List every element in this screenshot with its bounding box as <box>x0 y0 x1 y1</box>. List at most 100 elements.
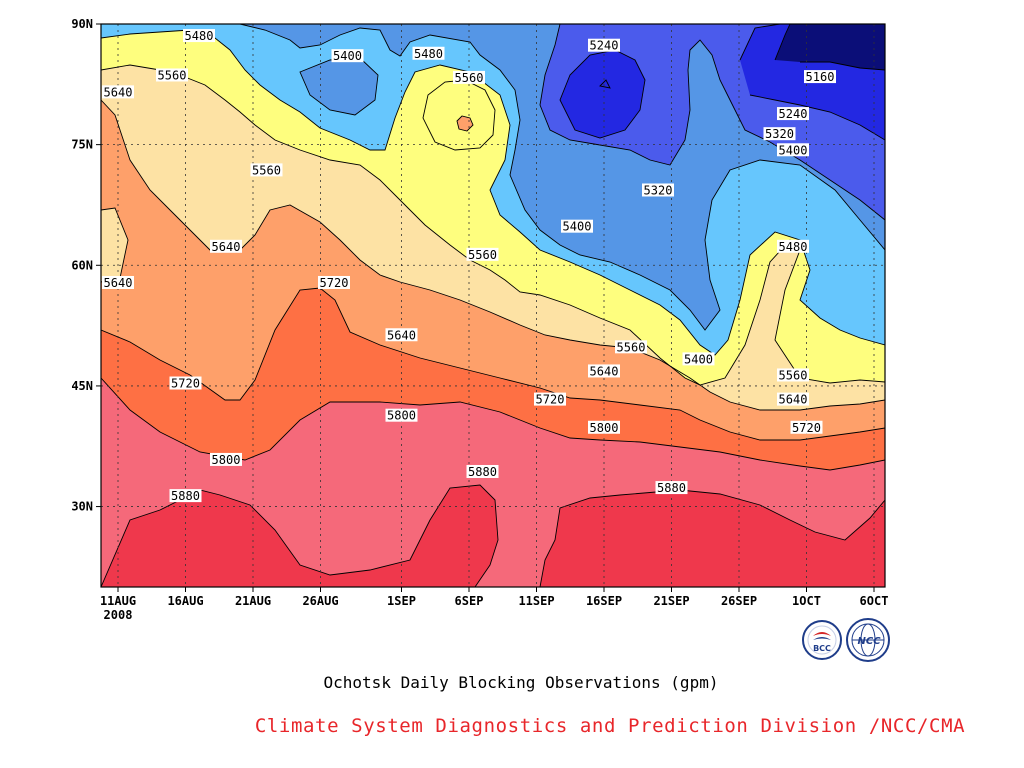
contour-label-bg <box>318 275 350 289</box>
contour-label-text: 5480 <box>185 29 214 43</box>
contour-label: 5240 <box>588 38 620 53</box>
contour-lines <box>101 24 885 587</box>
contour-label-text: 5480 <box>414 47 443 61</box>
ncc-logo-text: NCC <box>857 636 881 647</box>
contour-label: 5720 <box>790 420 823 435</box>
contour-label-bg <box>642 183 674 197</box>
contour-label-bg <box>156 68 188 82</box>
contour-label-text: 5400 <box>779 143 808 157</box>
contour-label: 5800 <box>588 420 620 435</box>
contour-label-bg <box>210 452 242 466</box>
contour-label: 5320 <box>763 127 796 141</box>
contour-label-text: 5640 <box>104 85 133 99</box>
x-tick-sublabel: 2008 <box>104 608 133 622</box>
contour-label-bg <box>561 219 593 233</box>
contour-label-bg <box>588 38 620 52</box>
band-below-5160 <box>775 24 885 70</box>
contour-label-bg <box>588 420 620 434</box>
y-tick-label: 75N <box>71 138 93 152</box>
y-tick-label: 30N <box>71 500 93 514</box>
contour-label-text: 5560 <box>158 68 187 82</box>
contour-label-bg <box>385 328 418 342</box>
contour-label: 5400 <box>331 49 364 63</box>
contour-label-text: 5400 <box>684 352 713 366</box>
contour-label-text: 5720 <box>792 421 821 435</box>
contour-label-text: 5560 <box>455 71 484 85</box>
contour-label-text: 5720 <box>536 393 565 407</box>
contour-label-text: 5880 <box>657 481 686 495</box>
x-tick-label: 21AUG <box>235 594 271 608</box>
contour-labels: 5480 5400 5480 5560 5240 5160 5560 5640 5240 5320… <box>102 29 836 503</box>
contour-label: 5560 <box>777 368 809 382</box>
bcc-logo-swirl-red <box>813 632 831 636</box>
contour-label: 5720 <box>169 376 202 391</box>
x-tick-label: 6OCT <box>860 594 889 608</box>
contour-label: 5720 <box>534 392 566 407</box>
contour-label-bg <box>777 107 809 121</box>
contour-label-bg <box>466 247 499 261</box>
y-tick-label: 60N <box>71 258 93 272</box>
contour-label-bg <box>777 368 809 382</box>
contour-label: 5480 <box>412 46 445 61</box>
contour-label: 5240 <box>777 107 809 121</box>
contour-label-bg <box>655 481 688 495</box>
contour-label: 5640 <box>102 85 134 99</box>
contour-label-text: 5640 <box>212 240 241 254</box>
contour-label: 5880 <box>169 489 202 503</box>
chart-caption: Ochotsk Daily Blocking Observations (gpm… <box>324 673 719 692</box>
contour-label-text: 5720 <box>320 276 349 290</box>
x-tick-label: 11SEP <box>518 594 554 608</box>
contour-label-text: 5640 <box>590 364 619 378</box>
contour-label: 5640 <box>102 275 134 290</box>
contour-label-text: 5320 <box>765 127 794 141</box>
contour-label-text: 5720 <box>171 377 200 391</box>
x-tick-label: 1OCT <box>792 594 821 608</box>
contour-label: 5720 <box>318 275 350 290</box>
contour-label-text: 5560 <box>779 368 808 382</box>
contour-label-text: 5400 <box>333 49 362 63</box>
contour-label-text: 5320 <box>644 183 673 197</box>
contour-label-text: 5160 <box>806 70 835 84</box>
contour-label-bg <box>453 70 485 84</box>
contour-label: 5560 <box>250 163 283 177</box>
contour-label-bg <box>588 364 620 378</box>
contour-label: 5800 <box>210 452 242 467</box>
contour-label-text: 5800 <box>590 421 619 435</box>
contour-label: 5160 <box>804 70 836 84</box>
contour-label-bg <box>412 46 445 60</box>
contour-label-text: 5880 <box>171 489 200 503</box>
contour-label: 5640 <box>777 392 809 407</box>
contour-label: 5880 <box>466 464 499 479</box>
contour-label: 5320 <box>642 183 674 197</box>
contour-label-bg <box>777 239 809 253</box>
contour-label-bg <box>682 352 715 366</box>
contour-label-bg <box>790 420 823 434</box>
bcc-logo-ring <box>802 620 842 660</box>
contour-label-text: 5640 <box>387 328 416 342</box>
contour-label: 5560 <box>466 247 499 262</box>
y-axis: 30N 45N 60N 75N 90N <box>71 17 101 514</box>
contour-label-bg <box>804 70 836 84</box>
contour-label: 5800 <box>385 408 418 423</box>
contour-label: 5640 <box>588 364 620 378</box>
x-tick-label: 11AUG <box>100 594 136 608</box>
contour-label-text: 5560 <box>468 248 497 262</box>
contour-label-bg <box>210 239 242 253</box>
contour-label-text: 5640 <box>779 393 808 407</box>
contour-label: 5560 <box>156 68 188 82</box>
contour-label-text: 5640 <box>104 276 133 290</box>
contour-label: 5640 <box>385 328 418 342</box>
bcc-logo-swirl-blue <box>813 637 831 640</box>
contour-label-text: 5560 <box>252 163 281 177</box>
ncc-logo: NCC <box>846 618 890 662</box>
contour-label-text: 5480 <box>779 240 808 254</box>
contour-label: 5560 <box>615 340 647 354</box>
x-tick-label: 16SEP <box>586 594 622 608</box>
contour-label: 5400 <box>777 143 809 157</box>
contour-label-text: 5240 <box>779 107 808 121</box>
bcc-logo-inner <box>807 625 837 655</box>
contour-label: 5400 <box>561 219 593 234</box>
x-tick-label: 26SEP <box>721 594 757 608</box>
